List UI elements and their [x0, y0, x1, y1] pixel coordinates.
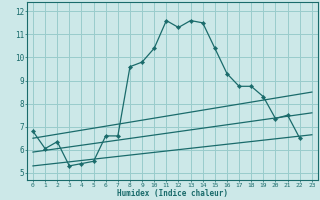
X-axis label: Humidex (Indice chaleur): Humidex (Indice chaleur)	[117, 189, 228, 198]
